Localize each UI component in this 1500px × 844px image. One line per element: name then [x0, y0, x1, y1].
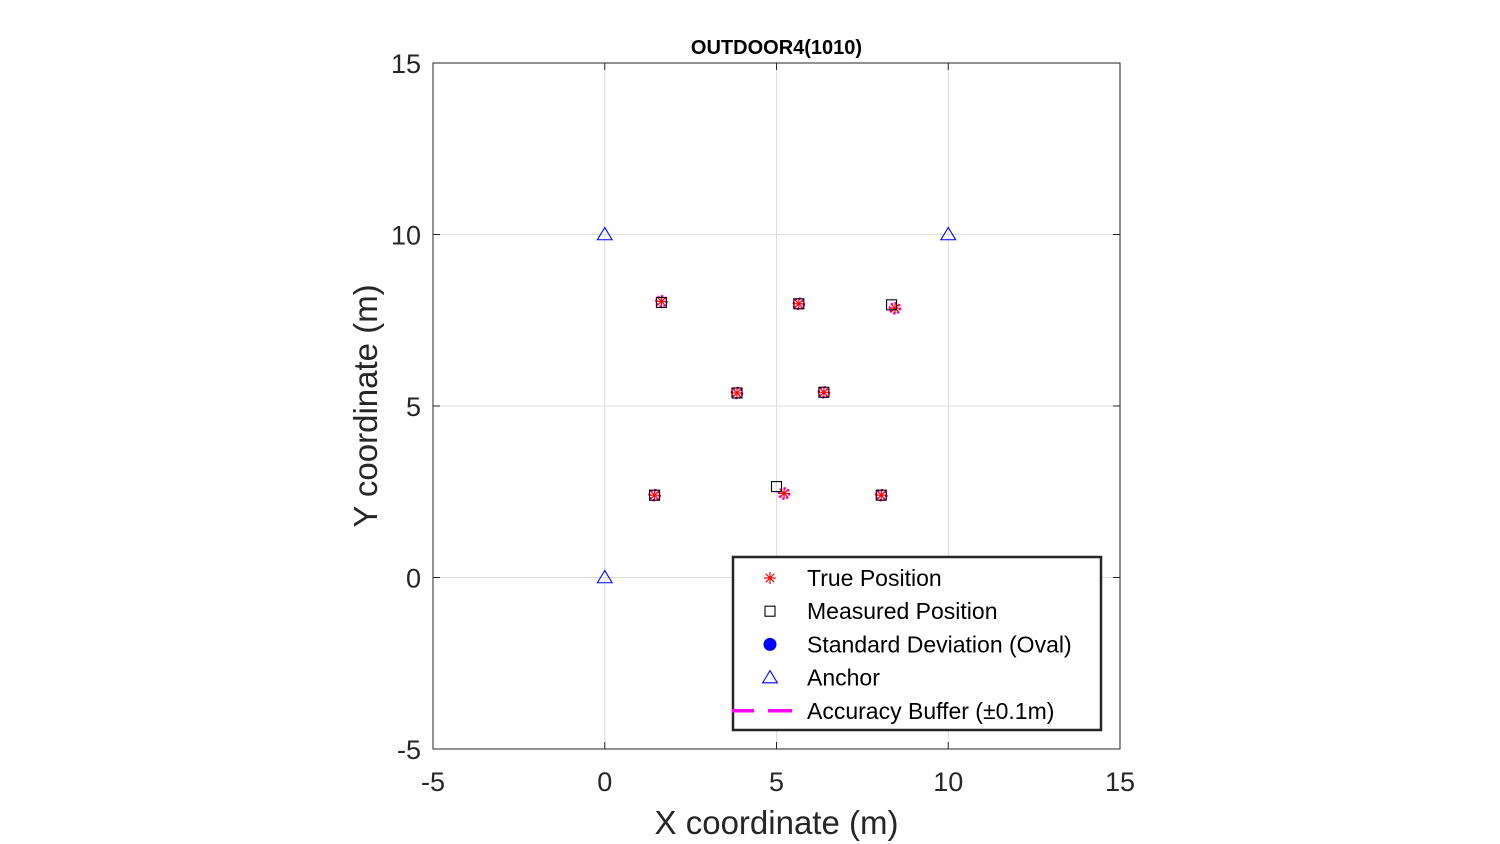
- legend-measured-position-icon: [764, 605, 776, 617]
- measured-position-marker: [793, 298, 805, 310]
- true-position-marker: [778, 487, 791, 500]
- chart-title: OUTDOOR4(1010): [691, 37, 862, 59]
- measured-position-marker: [770, 481, 783, 493]
- anchor-marker: [596, 226, 614, 241]
- x-axis-label: X coordinate (m): [655, 804, 899, 841]
- legend-std-deviation-icon: [763, 637, 777, 651]
- y-tick-label: 5: [406, 392, 421, 422]
- true-position-marker: [648, 489, 661, 502]
- y-tick-label: 0: [406, 564, 421, 594]
- measured-position-marker: [818, 386, 830, 398]
- y-tick-label: 15: [391, 49, 421, 79]
- true-position-marker: [889, 302, 902, 315]
- x-tick-label: -5: [421, 767, 445, 797]
- legend-entry-label: Anchor: [807, 665, 880, 691]
- true-position-marker: [730, 386, 743, 399]
- measured-position-marker: [886, 299, 898, 311]
- y-axis-label: Y coordinate (m): [347, 284, 384, 527]
- measured-position-marker: [649, 489, 661, 501]
- x-tick-labels: -5 0 5 10 15: [421, 767, 1135, 797]
- data-markers: [596, 226, 957, 584]
- x-tick-label: 10: [933, 767, 963, 797]
- anchor-marker: [939, 226, 957, 241]
- legend-items: True Position Measured Position Standard D…: [732, 565, 1072, 724]
- legend-anchor-icon: [761, 669, 779, 684]
- legend-entry-label: Standard Deviation (Oval): [807, 631, 1072, 657]
- true-position-marker: [875, 489, 888, 502]
- legend: True Position Measured Position Standard D…: [731, 555, 1103, 732]
- y-tick-labels: -5 0 5 10 15: [391, 49, 421, 765]
- legend-entry-label: Measured Position: [807, 598, 998, 624]
- y-tick-label: 10: [391, 221, 421, 251]
- anchor-marker: [596, 569, 614, 584]
- legend-true-position-icon: [764, 572, 776, 584]
- measured-position-marker: [731, 387, 743, 399]
- legend-entry-label: Accuracy Buffer (±0.1m): [807, 698, 1054, 724]
- y-tick-label: -5: [397, 735, 421, 765]
- measured-position-marker: [655, 296, 667, 308]
- true-position-marker: [792, 297, 805, 310]
- legend-entry-label: True Position: [807, 565, 942, 591]
- x-tick-label: 15: [1105, 767, 1135, 797]
- x-tick-label: 5: [769, 767, 784, 797]
- x-tick-label: 0: [597, 767, 612, 797]
- measured-position-marker: [875, 489, 887, 501]
- true-position-marker: [817, 386, 830, 399]
- legend-box: [731, 555, 1103, 732]
